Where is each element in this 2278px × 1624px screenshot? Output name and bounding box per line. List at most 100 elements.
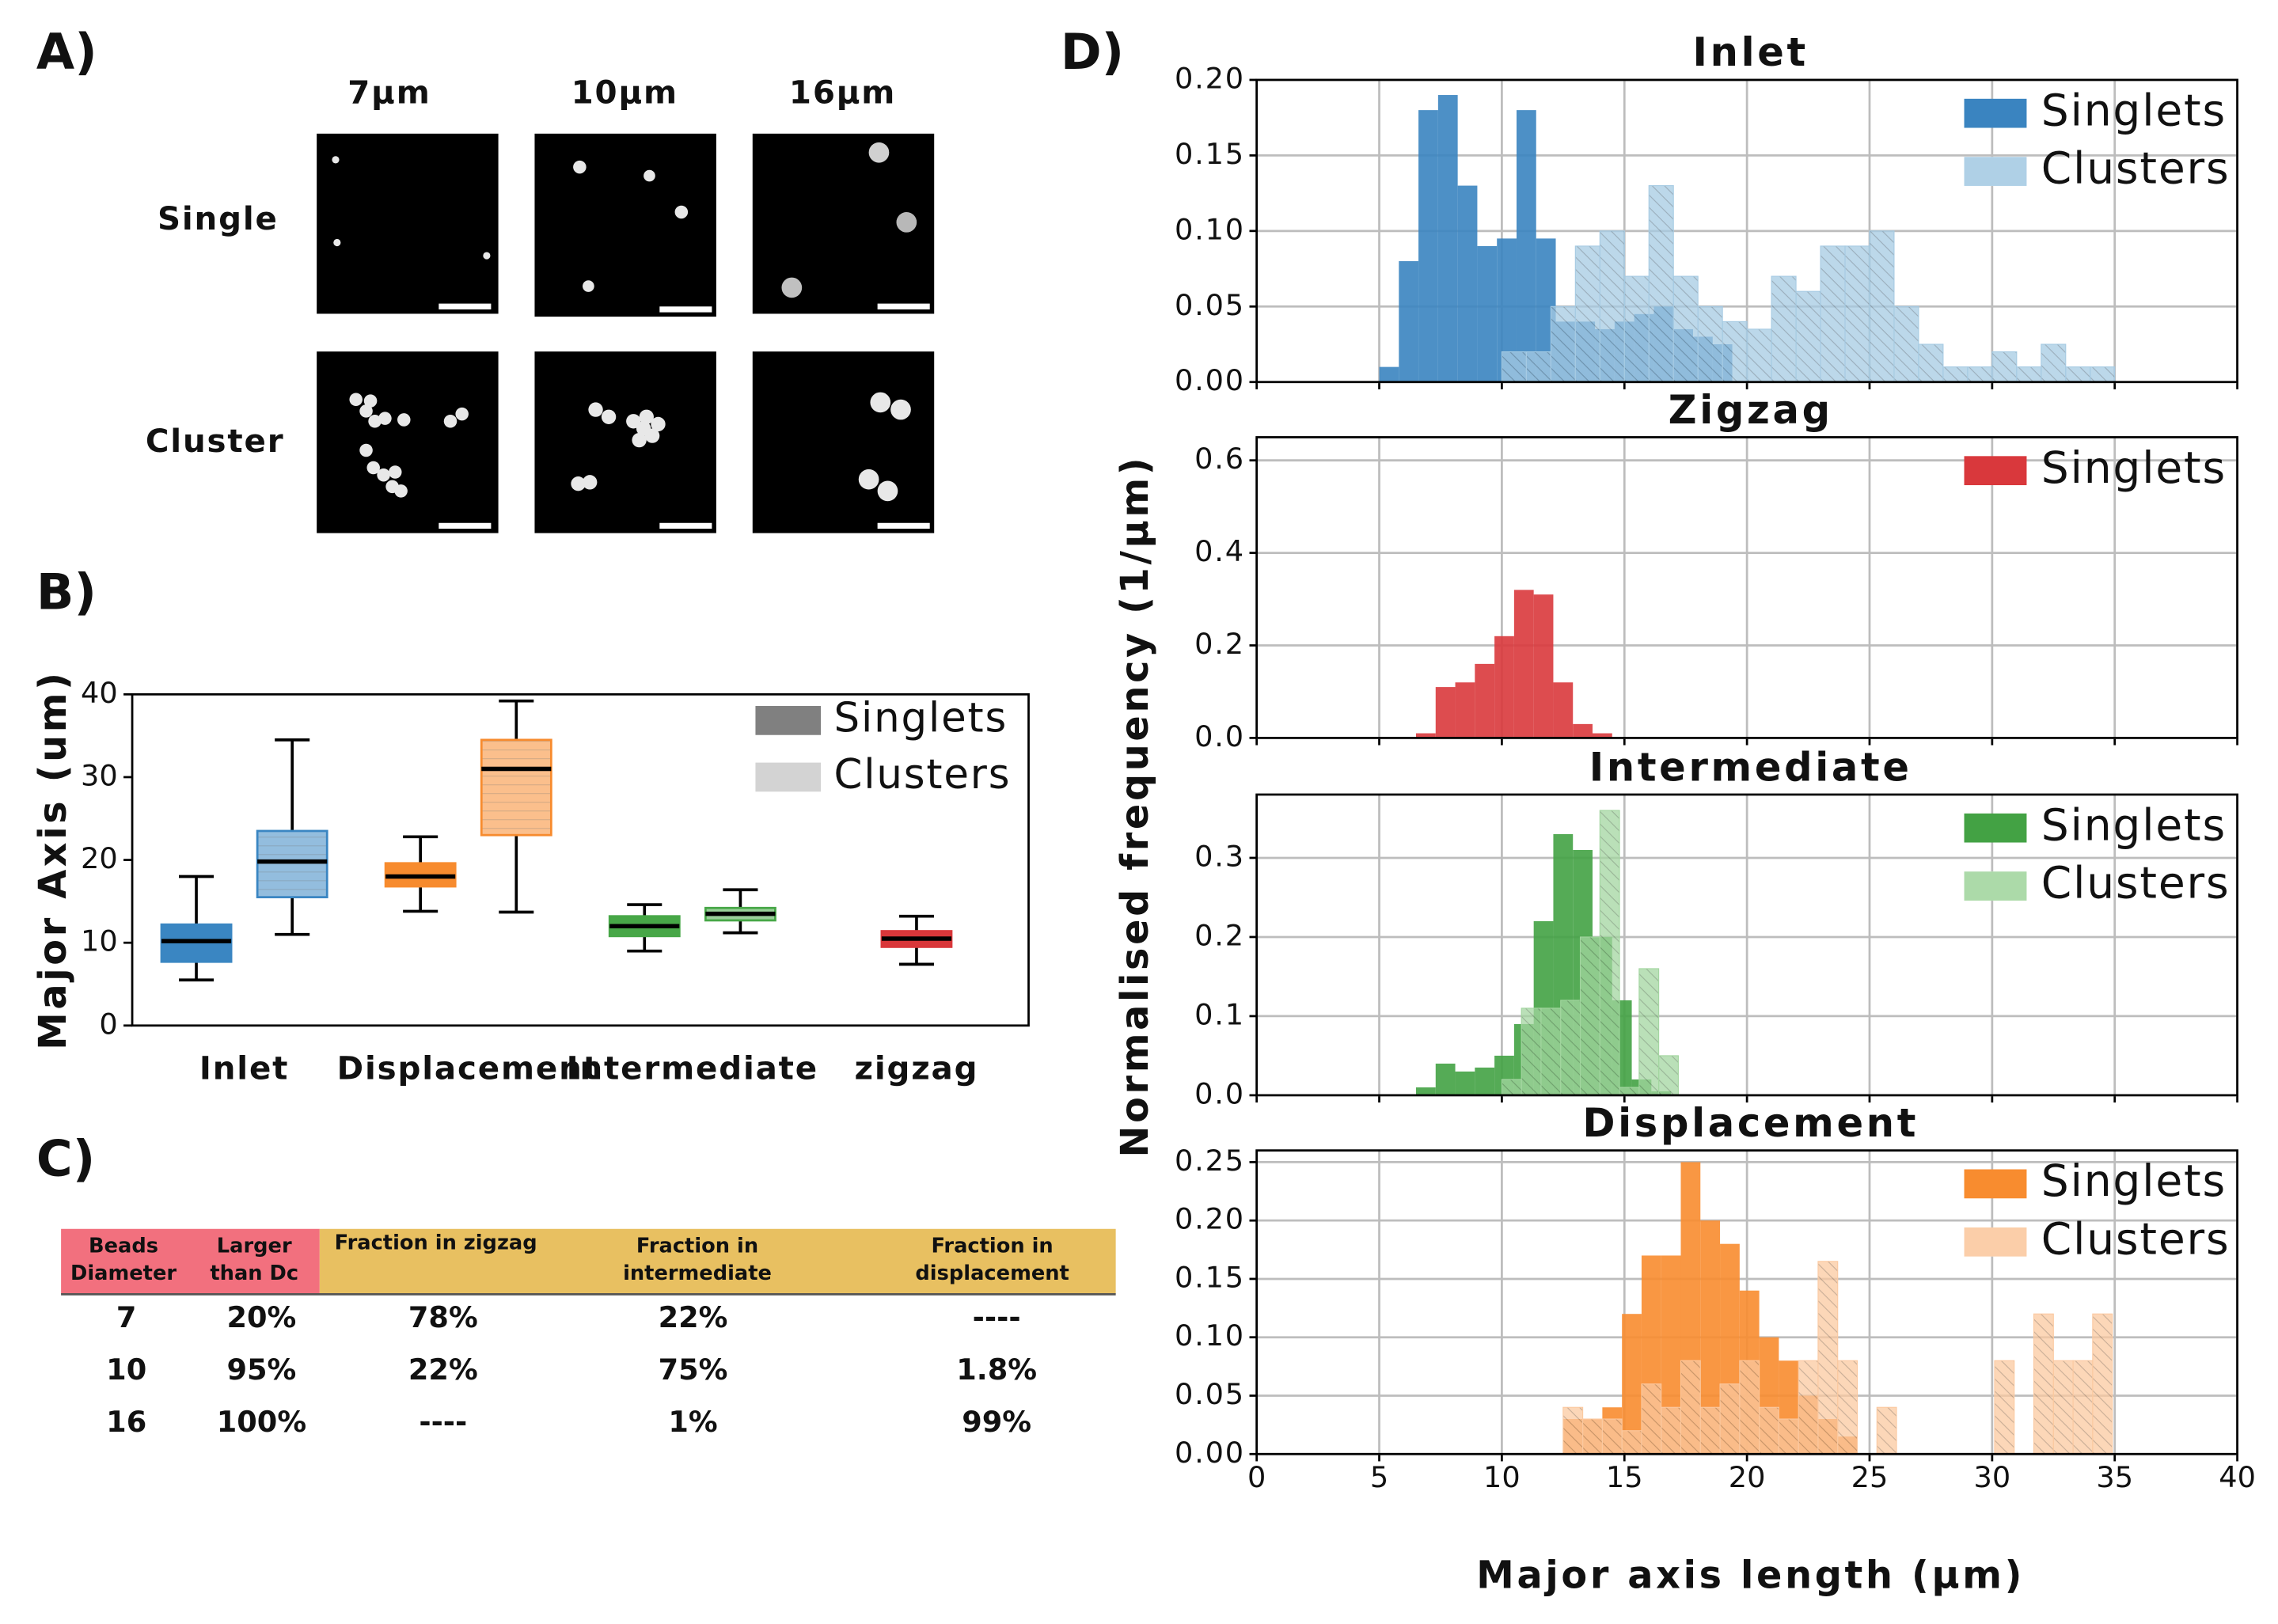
y-tick-label: 0.15 [1175,137,1245,171]
chart-title: Displacement [1582,1100,1919,1146]
legend-key [755,762,822,792]
plot-frame [1255,1149,2238,1455]
chart-title: Inlet [1693,29,1809,75]
x-tick-label: 5 [1370,1460,1388,1494]
histogram-bar [2072,1360,2094,1455]
legend-label: Singlets [834,694,1008,742]
histogram-bar [1699,1406,1721,1455]
legend-label: Clusters [834,751,1012,799]
legend-label: Singlets [2041,799,2227,850]
legend-key [1964,98,2027,128]
histogram-bar [1648,185,1674,383]
legend-key [1964,157,2027,186]
histogram-bar [1641,1383,1662,1455]
x-tick-label: 15 [1606,1460,1643,1494]
histogram-bar [1893,305,1919,383]
histogram-bar [1991,351,2018,383]
histogram-bar [1817,1261,1839,1455]
histogram-bar [1722,321,1748,383]
histogram-bar [1837,1360,1858,1455]
table-header: Larger [217,1234,292,1258]
histogram-bar [1967,366,1993,383]
histogram-bar [1771,275,1797,383]
histogram-bar [1573,723,1593,738]
histogram-bar [2092,1313,2113,1455]
y-tick-label: 0.00 [1175,1436,1245,1470]
histogram-bar [1672,275,1699,383]
histogram-bar [1494,636,1514,738]
panel-label: B) [36,563,97,621]
histogram-bar [2052,1360,2074,1455]
y-tick-label: 0.20 [1175,61,1245,95]
x-tick-label: 35 [2096,1460,2133,1494]
panel-label: D) [1061,23,1124,81]
y-tick-label: 0.6 [1194,442,1245,476]
table-header: intermediate [623,1262,772,1285]
box [256,829,328,899]
histogram-bar [1560,1000,1581,1096]
histogram-bar [1601,1418,1623,1455]
histogram-bar [1455,1071,1475,1095]
legend-key [1964,813,2027,843]
histogram-bar [1697,305,1723,383]
histogram-bar [1739,1360,1760,1455]
legend-label: Clusters [2041,1213,2231,1264]
histogram-bar [1525,351,1551,383]
table-cell: ---- [419,1405,467,1439]
x-tick-label: Inlet [199,1050,289,1087]
histogram-bar [1501,351,1527,383]
histogram-bar [1619,1087,1640,1096]
histogram-bar [1869,230,1895,383]
histogram-bar [1415,733,1436,738]
histogram-bar [1574,245,1600,383]
y-tick-label: 0.05 [1175,1377,1245,1411]
histogram-bar [1942,366,1969,383]
legend-label: Clusters [2041,858,2231,909]
histogram-bar [1533,594,1554,738]
row-label: Single [158,200,279,237]
y-axis-label: Normalised frequency (1/µm) [1114,455,1157,1158]
y-tick-label: 0.20 [1175,1202,1245,1236]
legend-label: Singlets [2041,85,2227,135]
table-header: Fraction in zigzag [335,1231,537,1255]
scale-bars [439,303,930,529]
table-header: than Dc [210,1262,298,1285]
y-tick-label: 0.10 [1175,212,1245,246]
histogram-bar [1540,1007,1562,1096]
legend-label: Singlets [2041,442,2227,493]
y-tick-label: 20 [81,841,118,875]
histogram-bar [1599,230,1625,383]
histogram-bar [1501,1079,1522,1096]
histogram-bar [1746,328,1772,383]
micrograph [317,351,499,533]
x-tick-label: 10 [1483,1460,1521,1494]
plot-frame [1255,436,2238,739]
table-header-cell [319,1228,1116,1295]
histogram-bar [1582,1418,1603,1455]
histogram-bar [1918,343,1944,383]
histogram-bar [1399,261,1419,382]
y-tick-label: 0.2 [1194,918,1245,952]
table-cell: 100% [217,1405,306,1439]
histogram-bar [1844,245,1870,383]
table-cell: 1% [668,1405,717,1439]
table-cell: 22% [408,1353,478,1387]
table-cell: 22% [659,1300,728,1334]
legend-key [1964,871,2027,901]
table-cell: ---- [973,1300,1021,1334]
table-cell: 99% [962,1405,1031,1439]
table-cell: 78% [408,1300,478,1334]
plot-frame [131,692,1030,1027]
micrograph [317,133,499,314]
table-cell: 1.8% [956,1353,1037,1387]
histogram-bar [2065,366,2091,383]
table-header: displacement [915,1262,1069,1285]
micrograph [752,351,935,533]
column-label: 10µm [571,74,678,111]
legend-label: Singlets [2041,1155,2227,1206]
table-cell: 75% [659,1353,728,1387]
x-tick-label: Intermediate [567,1050,818,1087]
x-tick-label: 40 [2219,1460,2256,1494]
beads [332,142,917,502]
y-tick-label: 0 [99,1007,117,1041]
